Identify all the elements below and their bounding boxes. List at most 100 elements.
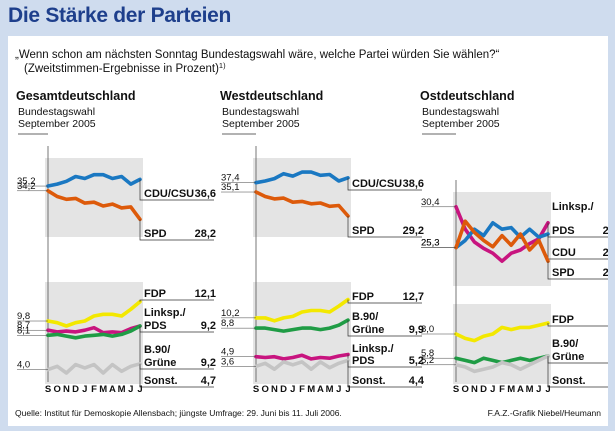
end-leader [347,320,422,337]
tick-label: S [453,384,459,395]
end-leader [547,323,608,327]
tick-label: A [517,384,524,395]
panel-subtitle: September 2005 [422,118,500,130]
tick-label: S [45,384,51,395]
tick-label: M [99,384,107,395]
panel-title: Gesamtdeutschland [16,89,135,103]
series-name-label: Grüne [552,351,584,363]
series-name-label: PDS [552,225,575,237]
tick-label: J [345,384,350,395]
panel-subtitle: Bundestagswahl [422,106,499,118]
start-value-label: 25,3 [421,238,440,249]
start-value-label: 5,8 [421,348,434,359]
end-leader [347,360,422,388]
tick-label: J [545,384,550,395]
series-name-label: Linksp./ [144,307,186,319]
subquestion-line: (Zweitstimmen-Ergebnisse in Prozent)1) [24,61,226,75]
series-name-label: PDS [352,355,375,367]
series-end-value: 12,7 [403,291,424,303]
series-end-value: 9,9 [409,324,424,336]
start-value-label: 25,3 [421,238,440,249]
start-value-label: 8,1 [17,325,30,336]
start-value-label: 4,0 [17,360,30,371]
series-name-label: CDU [552,247,576,259]
series-end-value: 36,6 [195,188,216,200]
question-text: „Wenn schon am nächsten Sonntag Bundesta… [15,49,500,61]
series-line-sonst [254,358,350,372]
series-name-label: Linksp./ [552,201,594,213]
tick-label: M [326,384,334,395]
series-end-value: 38,6 [403,178,424,190]
tick-label: M [118,384,126,395]
lower-panel-bg [253,282,351,384]
tick-label: O [54,384,61,395]
series-end-value: 28,4 [603,225,608,237]
panel-subtitle: Bundestagswahl [222,106,299,118]
end-leader [139,363,214,388]
series-name-label: FDP [552,314,574,326]
series-name-label: FDP [144,288,166,300]
panel-gesamtdeutschland: Gesamtdeutschland BundestagswahlSeptember… [16,89,216,395]
series-line-links [46,324,142,335]
panel-subtitle: Bundestagswahl [18,106,95,118]
tick-label: S [253,384,259,395]
panel-subtitle: September 2005 [18,118,96,130]
tick-label: J [290,384,295,395]
series-line-cdu [46,172,142,188]
start-value-label: 8,8 [221,318,234,329]
end-leader [347,177,422,191]
panel-title: Westdeutschland [220,89,323,103]
series-name-label: CDU/CSU [144,188,194,200]
series-line-fdp [46,299,142,328]
series-name-label: SPD [144,228,167,240]
start-value-label: 37,4 [221,173,240,184]
series-name-label: Linksp./ [352,343,394,355]
series-end-value: 9,2 [201,357,216,369]
panel-title: Ostdeutschland [420,89,514,103]
tick-label: N [471,384,478,395]
start-value-label: 5,2 [421,355,434,366]
series-name-label: FDP [352,291,374,303]
start-value-label: 9,8 [17,311,30,322]
series-end-value: 5,2 [409,355,424,367]
tick-label: J [137,384,142,395]
end-leader [139,179,214,201]
series-line-links [254,352,350,361]
tick-label: D [72,384,79,395]
tick-label: J [536,384,541,395]
series-end-value: 27,0 [603,247,608,259]
tick-label: D [280,384,287,395]
series-line-links [454,205,550,263]
series-end-value: 23,6 [603,267,608,279]
series-line-fdp [254,297,350,323]
tick-label: M [526,384,534,395]
series-end-value: 9,2 [201,320,216,332]
start-value-label: 35,1 [221,182,240,193]
end-leader [139,219,214,241]
start-value-label: 10,2 [221,308,240,319]
page-title: Die Stärke der Parteien [8,4,232,27]
series-line-spd [454,219,550,263]
series-end-value: 4,4 [409,375,425,387]
start-value-label: 8,7 [17,320,30,331]
series-name-label: SPD [552,267,575,279]
series-end-value: 4,7 [201,375,216,387]
series-name-label: B.90/ [552,338,578,350]
footnote-mark: 1) [219,61,226,70]
series-name-label: Sonst. [552,375,586,387]
tick-label: F [91,384,97,395]
tick-label: D [480,384,487,395]
series-end-value: 29,2 [403,225,424,237]
tick-label: J [336,384,341,395]
series-line-spd [254,190,350,218]
tick-label: N [63,384,70,395]
end-leader [347,299,422,304]
series-line-cdu [254,170,350,185]
subquestion-text: (Zweitstimmen-Ergebnisse in Prozent) [24,63,219,75]
tick-label: J [128,384,133,395]
series-name-label: B.90/ [144,344,170,356]
lower-panel-bg [453,304,551,384]
tick-label: J [82,384,87,395]
tick-label: J [490,384,495,395]
